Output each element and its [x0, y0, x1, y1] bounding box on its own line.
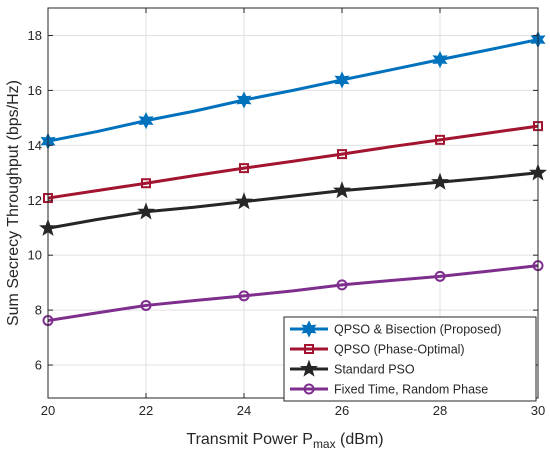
series-line-4	[47, 264, 539, 323]
legend-label: Fixed Time, Random Phase	[334, 383, 488, 397]
data-point-series-2	[435, 134, 445, 145]
legend-box	[283, 316, 537, 402]
x-axis-title: Transmit Power Pmax (dBm)	[186, 431, 383, 451]
x-tick-label: 30	[531, 403, 545, 418]
legend-swatch-marker	[301, 320, 317, 338]
series-line-3	[47, 171, 539, 230]
data-point-series-3	[136, 202, 156, 220]
data-point-series-4	[140, 299, 152, 311]
data-point-series-2	[141, 178, 151, 189]
legend-entries: QPSO & Bisection (Proposed) QPSO (Phase-O…	[290, 320, 501, 397]
legend-swatch-marker	[303, 383, 315, 395]
data-point-series-1	[334, 71, 350, 89]
data-point-series-2	[337, 149, 347, 160]
data-point-series-1	[138, 111, 154, 130]
legend-swatch-marker	[299, 359, 319, 377]
data-point-series-4	[238, 290, 250, 302]
y-tick-label: 12	[28, 193, 42, 208]
data-point-series-3	[430, 172, 450, 190]
legend-entry-4: Fixed Time, Random Phase	[290, 383, 488, 397]
x-tick-label: 20	[41, 403, 55, 418]
x-tick-label: 24	[237, 403, 251, 418]
x-tick-label: 28	[433, 403, 447, 418]
x-tick-label: 26	[335, 403, 349, 418]
legend-label: Standard PSO	[334, 363, 415, 377]
legend-label: QPSO (Phase-Optimal)	[334, 343, 465, 357]
y-axis-title: Sum Secrecy Throughput (bps/Hz)	[5, 80, 22, 326]
data-point-series-4	[434, 270, 446, 282]
data-point-series-2	[239, 163, 249, 174]
legend: QPSO & Bisection (Proposed) QPSO (Phase-O…	[283, 316, 537, 402]
legend-entry-1: QPSO & Bisection (Proposed)	[290, 320, 501, 338]
x-tick-label: 22	[139, 403, 153, 418]
data-point-series-1	[432, 50, 448, 69]
legend-swatch-marker	[304, 344, 314, 354]
y-tick-label: 16	[28, 83, 42, 98]
legend-entry-2: QPSO (Phase-Optimal)	[290, 343, 465, 357]
y-tick-label: 8	[35, 303, 42, 318]
series-line-2	[47, 124, 539, 200]
legend-entry-3: Standard PSO	[290, 359, 415, 377]
data-point-series-4	[336, 279, 348, 291]
legend-label: QPSO & Bisection (Proposed)	[334, 323, 501, 337]
data-point-series-1	[236, 91, 252, 109]
y-tick-label: 18	[28, 28, 42, 43]
series-lines	[47, 38, 539, 323]
data-point-series-3	[332, 181, 352, 199]
y-tick-label: 10	[28, 248, 42, 263]
data-point-series-3	[234, 192, 254, 210]
y-tick-label: 14	[28, 138, 42, 153]
series-line-1	[47, 38, 539, 143]
axis-ticks: 20 22 24 26 28 30 6 8 10 12 14 16 18	[28, 8, 545, 418]
y-tick-label: 6	[35, 358, 42, 373]
